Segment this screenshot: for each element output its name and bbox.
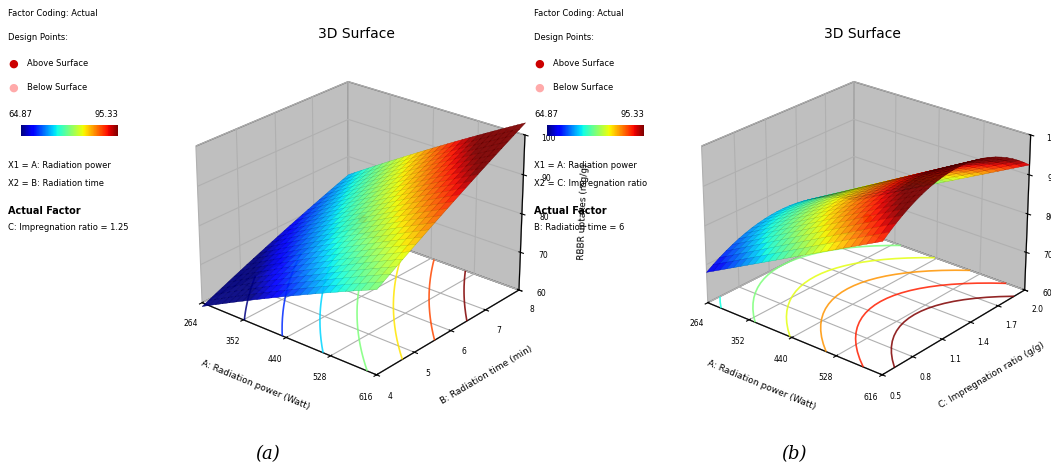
Y-axis label: B: Radiation time (min): B: Radiation time (min) [438,344,534,405]
Text: Design Points:: Design Points: [534,33,594,42]
Text: Above Surface: Above Surface [27,59,88,68]
Text: X1 = A: Radiation power: X1 = A: Radiation power [534,161,637,170]
Text: 95.33: 95.33 [620,110,644,119]
Text: ●: ● [8,59,18,69]
Text: (b): (b) [781,445,806,463]
Text: Factor Coding: Actual: Factor Coding: Actual [534,9,623,18]
Text: X2 = C: Impregnation ratio: X2 = C: Impregnation ratio [534,179,647,188]
Text: 95.33: 95.33 [95,110,119,119]
Title: 3D Surface: 3D Surface [318,27,395,41]
X-axis label: A: Radiation power (Watt): A: Radiation power (Watt) [706,359,817,411]
Text: X2 = B: Radiation time: X2 = B: Radiation time [8,179,104,188]
Text: 64.87: 64.87 [8,110,33,119]
Text: ●: ● [8,83,18,93]
Text: Factor Coding: Actual: Factor Coding: Actual [8,9,98,18]
X-axis label: A: Radiation power (Watt): A: Radiation power (Watt) [201,359,311,411]
Y-axis label: C: Impregnation ratio (g/g): C: Impregnation ratio (g/g) [937,340,1046,410]
Text: B: Radiation time = 6: B: Radiation time = 6 [534,223,624,232]
Title: 3D Surface: 3D Surface [824,27,901,41]
Text: Actual Factor: Actual Factor [534,206,606,216]
Text: Above Surface: Above Surface [553,59,614,68]
Text: Below Surface: Below Surface [27,83,87,92]
Text: 64.87: 64.87 [534,110,558,119]
Text: ●: ● [534,83,543,93]
Text: (a): (a) [255,445,281,463]
Text: Below Surface: Below Surface [553,83,613,92]
Text: Actual Factor: Actual Factor [8,206,81,216]
Text: C: Impregnation ratio = 1.25: C: Impregnation ratio = 1.25 [8,223,129,232]
Text: X1 = A: Radiation power: X1 = A: Radiation power [8,161,111,170]
Text: ●: ● [534,59,543,69]
Text: Design Points:: Design Points: [8,33,68,42]
